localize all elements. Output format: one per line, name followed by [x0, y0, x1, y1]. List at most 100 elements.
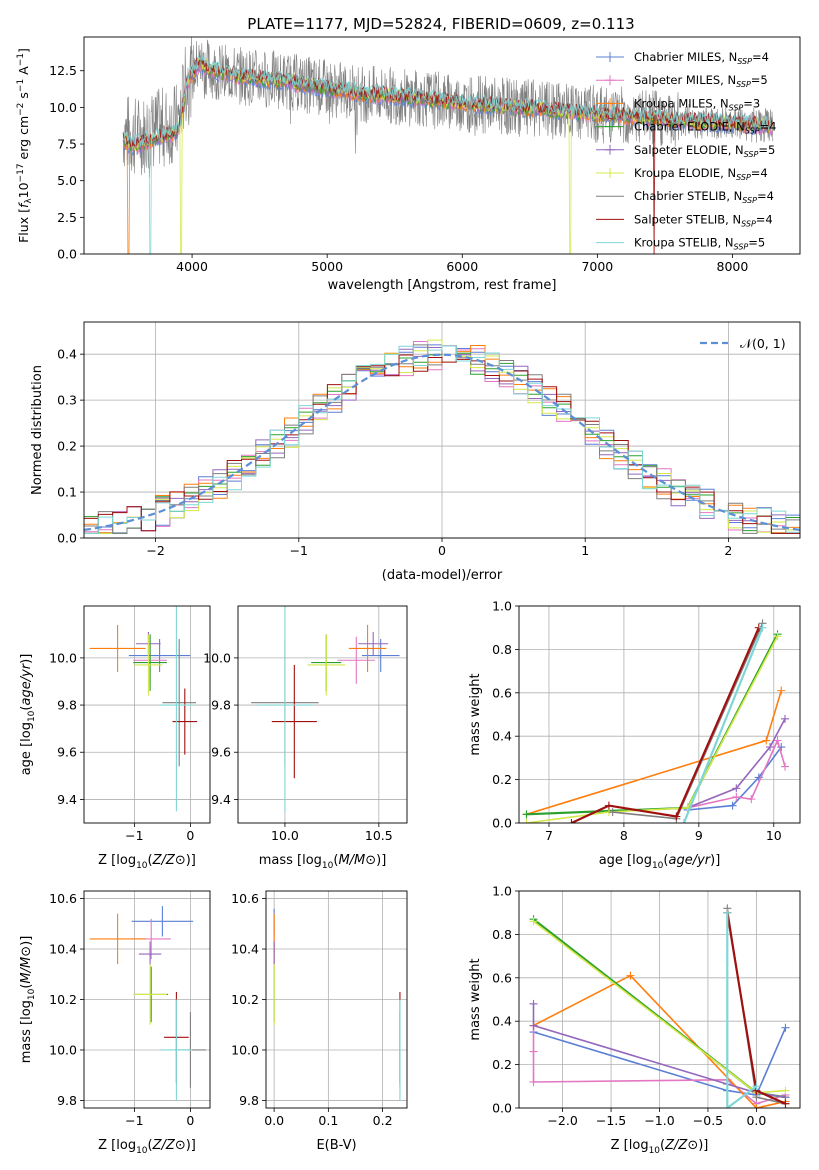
legend-label-2: Kroupa MILES, NSSP=3 [634, 96, 760, 112]
mass-weight-vs-metallicity-marker-4-0 [529, 999, 538, 1008]
mass-vs-metallicity-ylabel: mass [log10(M/M⊙)] [19, 936, 37, 1064]
mass-weight-vs-age-marker-5-3 [773, 632, 782, 641]
histogram-series-8 [84, 345, 800, 534]
mass-vs-extinction-xtick-label: 0.0 [264, 1113, 284, 1128]
mass-vs-extinction-ytick-label: 10.6 [231, 891, 259, 906]
age-vs-metallicity-xtick-label: −1 [125, 828, 143, 843]
mass-weight-vs-age-marker-8-0 [679, 819, 688, 823]
mass-weight-vs-age-marker-8-1 [758, 623, 767, 632]
mass-vs-extinction-xtick-label: 0.2 [373, 1113, 393, 1128]
mass-vs-extinction-grid [266, 891, 407, 1108]
residual-histogram-xtick-label: −2 [146, 543, 164, 558]
spectrum-frame [83, 36, 801, 255]
age-vs-metallicity-xlabel: Z [log10(Z/Z⊙)] [98, 853, 196, 871]
spectrum-ytick-label: 2.5 [57, 210, 77, 225]
mass-vs-extinction-frame [265, 890, 408, 1109]
mass-weight-vs-age-series-0 [687, 746, 782, 811]
mass-vs-extinction-ytick-label: 10.2 [231, 992, 259, 1007]
residual-histogram-chart: −2 −1 0 1 2 0.0 0.1 0.2 0.3 0.4 𝒩(0, 1) (data-model… [30, 321, 801, 583]
mass-vs-metallicity-xtick-label: 0 [186, 1113, 194, 1128]
mass-weight-vs-metallicity-marker-5-0 [529, 917, 538, 926]
mass-weight-vs-age-ytick-label: 1.0 [492, 599, 512, 614]
spectrum-xlabel: wavelength [Angstrom, rest frame] [328, 278, 557, 293]
residual-histogram-xtick-label: 0 [438, 543, 446, 558]
mass-weight-vs-metallicity-marker-8-0 [723, 908, 732, 917]
mass-vs-metallicity-xtick-label: −1 [125, 1113, 143, 1128]
spectrum-xtick-label: 6000 [446, 259, 478, 274]
mass-vs-metallicity-ytick-label: 10.0 [49, 1042, 77, 1057]
spectrum-xtick-label: 7000 [581, 259, 613, 274]
mass-vs-extinction-xlabel: E(B-V) [316, 1138, 356, 1153]
age-vs-metallicity-plot-area [89, 606, 198, 812]
spectrum-chart: 4000 5000 6000 7000 8000 0.0 2.5 5.0 7.5 10.0 12.5… [16, 36, 801, 293]
mass-weight-vs-age-series-3 [526, 633, 779, 816]
histogram-ylabel: Normed distribution [30, 365, 45, 495]
age-vs-mass-xtick-label: 10.5 [365, 828, 393, 843]
age-vs-metallicity-ylabel: age [log10(age/yr)] [19, 654, 37, 776]
mass-weight-vs-age-series-8 [682, 627, 764, 823]
mass-weight-vs-metallicity-marker-2-2 [752, 1104, 761, 1108]
age-vs-metallicity-point-5 [134, 634, 163, 696]
mass-weight-vs-metallicity-ytick-label: 0.8 [492, 927, 512, 942]
legend-label-4: Salpeter ELODIE, NSSP=5 [634, 143, 775, 159]
mass-weight-vs-age-frame [518, 605, 801, 824]
mass-weight-vs-age-ytick-label: 0.2 [492, 772, 512, 787]
residual-histogram-ytick-label: 0.1 [57, 485, 77, 500]
age-vs-mass-point-2 [348, 624, 387, 673]
age-vs-metallicity-ytick-label: 9.8 [57, 698, 77, 713]
age-vs-metallicity-chart: −1 0 9.4 9.6 9.8 10.0 Z [log10(Z/Z⊙)] age [log1… [19, 605, 211, 871]
mass-vs-extinction-plot-area [273, 908, 401, 1101]
mass-vs-extinction-xtick-label: 0.1 [318, 1113, 338, 1128]
mass-weight-vs-metallicity-ytick-label: 1.0 [492, 884, 512, 899]
chart-root: 4000 5000 6000 7000 80000.02.55.07.510.012.5… [16, 36, 801, 1156]
mass-vs-extinction-chart: 0.0 0.1 0.2 9.8 10.0 10.2 10.4 10.6 E(B-V) [231, 890, 408, 1153]
mass-weight-vs-metallicity-series-2 [533, 974, 786, 1108]
mass-weight-vs-metallicity-marker-5-2 [781, 1086, 790, 1095]
mass-weight-vs-age-series-4 [687, 718, 786, 809]
mass-vs-metallicity-point-0 [131, 906, 194, 937]
age-vs-metallicity-point-2 [89, 624, 146, 673]
spectrum-plot-area [122, 37, 774, 254]
mass-vs-metallicity-ytick-label: 10.2 [49, 992, 77, 1007]
age-vs-mass-point-8 [256, 606, 314, 812]
mass-weight-vs-age-ytick-label: 0.6 [492, 685, 512, 700]
mass-weight-vs-metallicity-ytick-label: 0.2 [492, 1057, 512, 1072]
residual-histogram-ytick-label: 0.2 [57, 439, 77, 454]
mass-vs-metallicity-frame [83, 890, 211, 1109]
mass-weight-vs-age-marker-4-2 [766, 743, 775, 752]
age-vs-metallicity-point-0 [128, 639, 191, 673]
mass-weight-vs-age-xtick-label: 8 [620, 828, 628, 843]
spectrum-legend: Chabrier MILES, NSSP=4 Salpeter MILES, NS… [596, 50, 776, 252]
age-vs-metallicity-point-8 [159, 606, 194, 812]
mass-weight-vs-age-marker-5-0 [522, 819, 531, 823]
histogram-xlabel: (data-model)/error [382, 568, 503, 583]
mass-weight-vs-metallicity-marker-0-3 [781, 1023, 790, 1032]
mass-weight-vs-metallicity-frame [518, 890, 801, 1109]
mass-weight-vs-age-xtick-label: 7 [545, 828, 553, 843]
mass-weight-vs-metallicity-ylabel: mass weight [468, 958, 483, 1040]
age-vs-metallicity-ytick-label: 9.6 [57, 745, 77, 760]
age-vs-mass-ytick-label: 9.8 [211, 698, 231, 713]
mass-weight-vs-age-ytick-label: 0.0 [492, 816, 512, 831]
mass-weight-vs-metallicity-marker-8-2 [752, 1082, 761, 1091]
mass-weight-vs-age-grid [519, 605, 800, 824]
age-vs-metallicity-ytick-label: 10.0 [49, 650, 77, 665]
mass-vs-metallicity-ytick-label: 10.6 [49, 891, 77, 906]
legend-label-8: Kroupa STELIB, NSSP=5 [634, 236, 765, 252]
histogram-series-7 [84, 354, 800, 534]
mass-weight-vs-age-plot-area [522, 619, 790, 823]
mass-weight-vs-age-marker-7-2 [672, 812, 681, 821]
mass-vs-metallicity-ytick-label: 9.8 [57, 1093, 77, 1108]
figure-title: PLATE=1177, MJD=52824, FIBERID=0609, z=0… [247, 15, 634, 33]
legend-label-6: Chabrier STELIB, NSSP=4 [634, 189, 774, 205]
legend-label-5: Kroupa ELODIE, NSSP=4 [634, 166, 768, 182]
spectrum-ytick-label: 10.0 [49, 100, 77, 115]
spectrum-ytick-label: 12.5 [49, 63, 77, 78]
age-vs-mass-xtick-label: 10.0 [271, 828, 299, 843]
mass-weight-vs-metallicity-ytick-label: 0.0 [492, 1101, 512, 1116]
mass-weight-vs-age-marker-1-2 [747, 795, 756, 804]
age-vs-mass-point-1 [337, 636, 376, 684]
age-vs-mass-point-5 [307, 634, 346, 696]
mass-vs-metallicity-grid [84, 891, 210, 1108]
mass-weight-vs-metallicity-marker-4-1 [529, 1021, 538, 1030]
